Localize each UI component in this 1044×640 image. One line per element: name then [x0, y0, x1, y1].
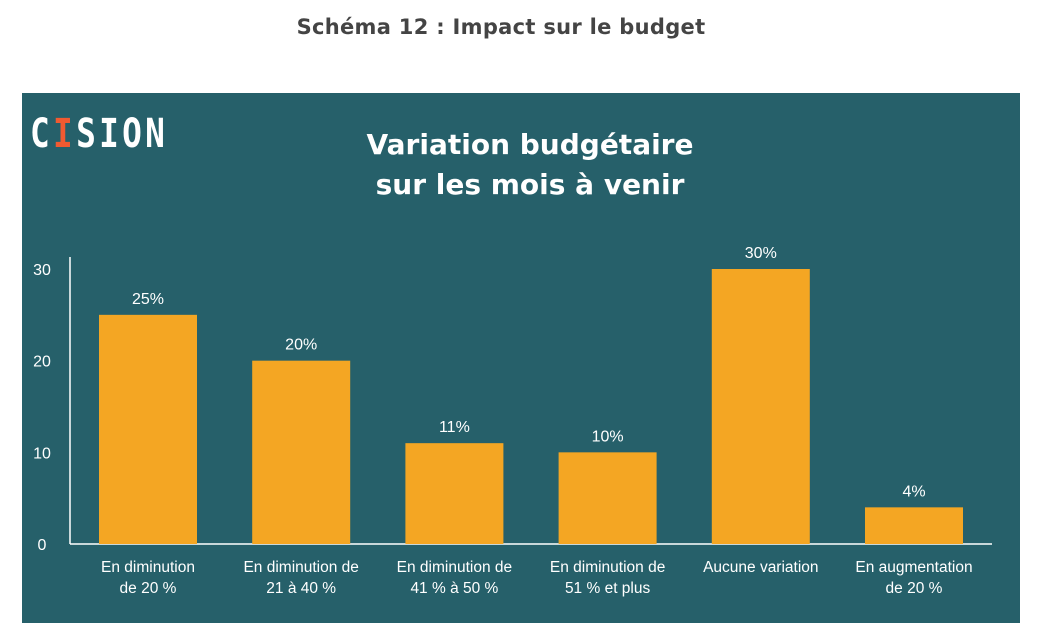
- category-label-2-line-1: 41 % à 50 %: [410, 580, 498, 597]
- y-tick-label-0: 0: [38, 537, 47, 554]
- value-label-5: 4%: [902, 483, 925, 500]
- value-label-3: 10%: [592, 428, 624, 445]
- y-tick-label-1: 10: [33, 445, 51, 462]
- value-label-2: 11%: [439, 419, 470, 436]
- chart-panel: CISION Variation budgétaire sur les mois…: [22, 93, 1020, 623]
- logo-text-end: SION: [76, 111, 169, 157]
- cision-logo: CISION: [30, 111, 168, 157]
- logo-accent-letter: I: [53, 111, 77, 157]
- category-label-4-line-0: Aucune variation: [703, 559, 818, 576]
- y-tick-label-2: 20: [33, 354, 51, 371]
- chart-title: Variation budgétaire sur les mois à veni…: [22, 125, 1020, 205]
- chart-title-line-2: sur les mois à venir: [375, 168, 685, 201]
- category-label-3-line-1: 51 % et plus: [565, 580, 651, 597]
- bar-4: [711, 269, 810, 544]
- category-label-3-line-0: En diminution de: [550, 559, 665, 576]
- value-label-1: 20%: [285, 337, 317, 354]
- category-label-0-line-1: de 20 %: [120, 580, 177, 597]
- category-label-1-line-0: En diminution de: [243, 559, 358, 576]
- category-label-5-line-0: En augmentation: [855, 559, 972, 576]
- bar-5: [865, 507, 963, 544]
- y-tick-label-3: 30: [33, 262, 51, 279]
- value-label-0: 25%: [132, 291, 164, 308]
- logo-text-start: C: [30, 111, 54, 157]
- bar-3: [558, 452, 657, 544]
- bar-2: [405, 443, 504, 544]
- page-title: Schéma 12 : Impact sur le budget: [296, 15, 706, 39]
- category-label-1-line-1: 21 à 40 %: [266, 580, 336, 597]
- bar-0: [99, 314, 197, 544]
- bar-1: [252, 360, 351, 544]
- category-label-2-line-0: En diminution de: [397, 559, 512, 576]
- category-label-5-line-1: de 20 %: [886, 580, 943, 597]
- bar-chart: 0 10 20 30 25% En diminution de 20 % 20% En dimi…: [33, 245, 992, 597]
- category-label-0-line-0: En diminution: [101, 559, 195, 576]
- value-label-4: 30%: [745, 245, 777, 262]
- chart-title-line-1: Variation budgétaire: [366, 128, 694, 161]
